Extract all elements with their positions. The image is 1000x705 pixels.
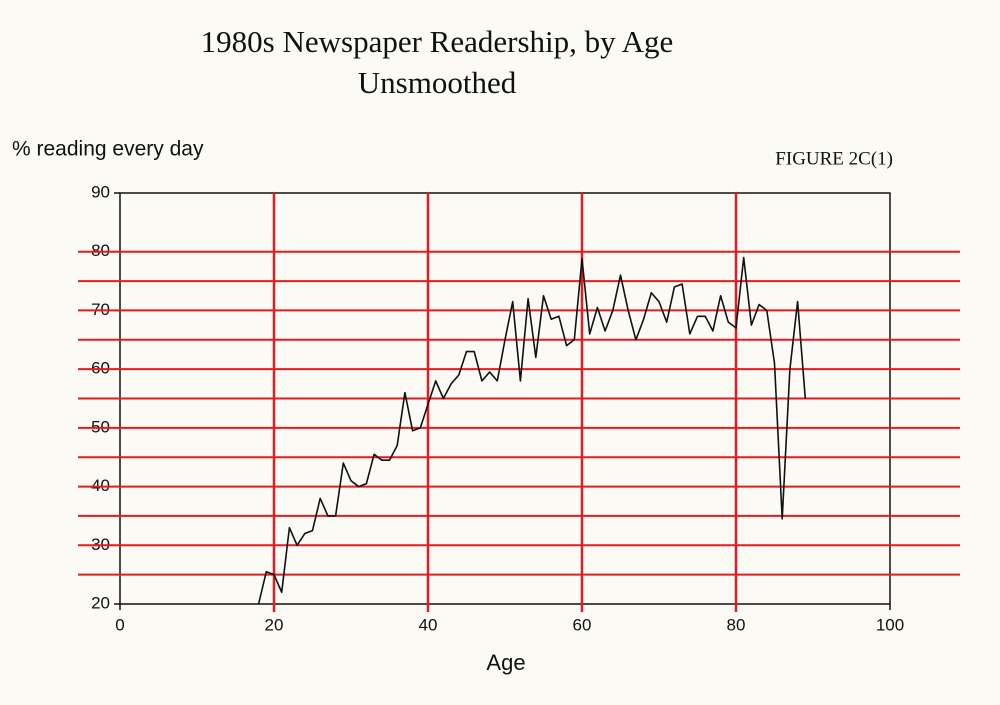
y-tick-label: 90 [91,182,110,201]
y-tick-label: 30 [91,535,110,554]
y-tick-label: 80 [91,241,110,260]
x-tick-label: 80 [727,615,746,634]
chart-subtitle: Unsmoothed [358,65,517,100]
y-tick-label: 60 [91,359,110,378]
x-axis-label: Age [486,650,525,675]
x-tick-label: 60 [573,615,592,634]
x-tick-label: 100 [876,615,904,634]
y-axis-label: % reading every day [12,138,204,161]
y-tick-label: 40 [91,476,110,495]
y-tick-label: 50 [91,417,110,436]
figure-label: FIGURE 2C(1) [775,148,893,169]
x-tick-label: 0 [115,615,124,634]
chart-title: 1980s Newspaper Readership, by Age [201,24,674,59]
data-line [257,256,807,605]
x-tick-label: 40 [419,615,438,634]
y-tick-label: 20 [91,593,110,612]
x-tick-label: 20 [265,615,284,634]
y-tick-label: 70 [91,300,110,319]
